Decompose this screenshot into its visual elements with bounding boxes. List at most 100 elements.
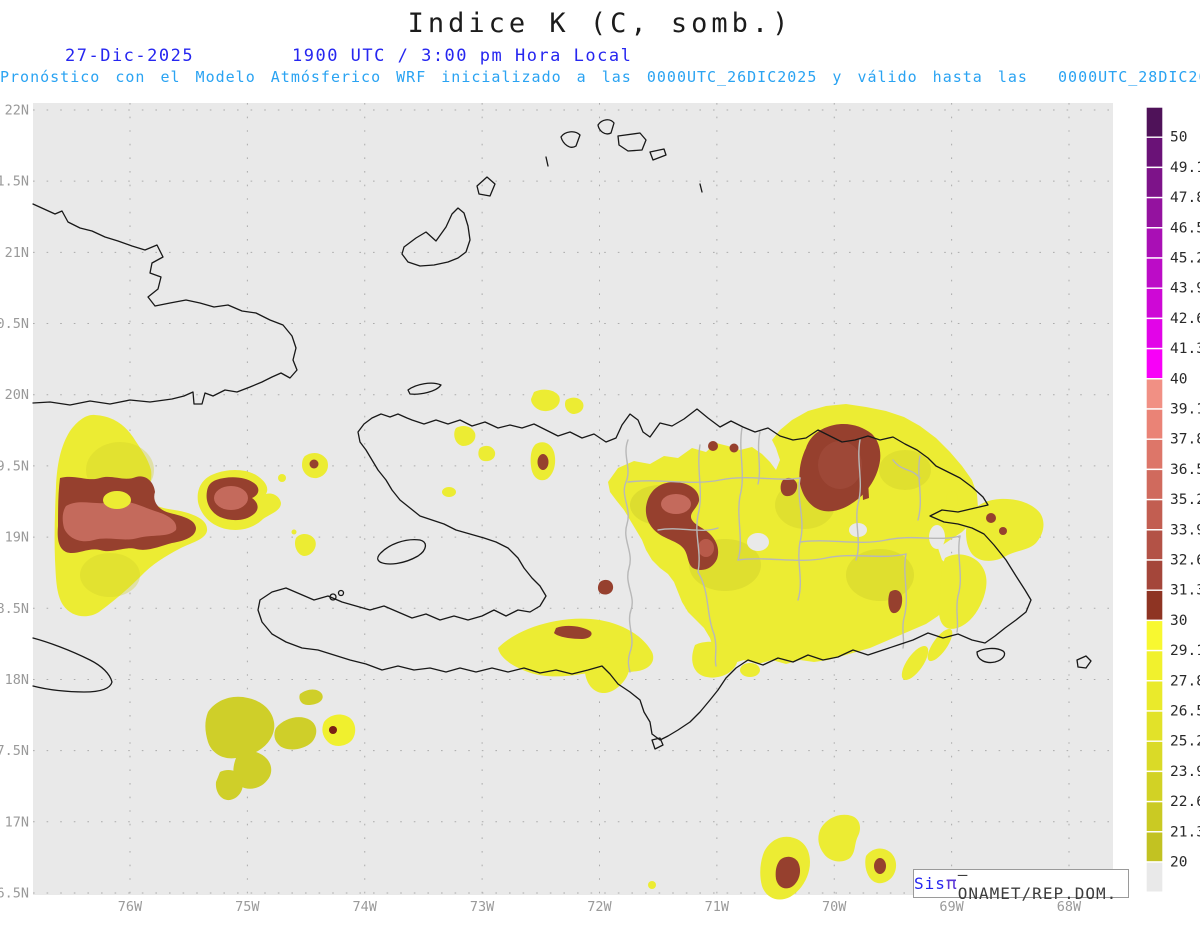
lat-tick-label: 7.5N [0, 743, 29, 759]
coastline-jamaica [32, 637, 113, 693]
contour-brown-dot [708, 441, 718, 451]
contour-olive-sw-tail [215, 770, 243, 801]
credit-sis: Sis [914, 874, 946, 893]
colorbar-cell [1145, 106, 1164, 138]
coastline-gonave [376, 538, 427, 565]
coastline-turks-4 [649, 148, 667, 161]
contour-salmon-central-2 [698, 539, 714, 557]
colorbar: 50 49.1 47.8 46.5 45.2 43.9 42.6 41.3 40 39.1 37.8… [1145, 106, 1200, 893]
colorbar-cell [1145, 589, 1164, 622]
contour-salmon-ne [818, 441, 862, 489]
colorbar-cell [1145, 831, 1164, 863]
colorbar-label: 32.6 [1170, 553, 1200, 569]
colorbar-label: 26.5 [1170, 704, 1200, 720]
lat-tick-label: 20N [5, 387, 29, 403]
coastline-mona [1076, 655, 1092, 669]
contour-yellow-claw [478, 445, 496, 462]
colorbar-cell [1145, 438, 1164, 471]
colorbar-cell [1145, 166, 1164, 199]
contour-brown-dot [999, 527, 1007, 535]
colorbar-label: 33.9 [1170, 522, 1200, 538]
colorbar-label: 42.6 [1170, 311, 1200, 327]
colorbar-label: 30 [1170, 613, 1187, 629]
colorbar-label: 46.5 [1170, 220, 1200, 236]
lat-tick-label: 18N [5, 672, 29, 688]
contour-yellow-claw [454, 425, 476, 446]
coastlines [32, 119, 1092, 750]
contour-brown-south-3 [874, 858, 886, 874]
colorbar-label: 43.9 [1170, 281, 1200, 297]
lat-tick-label: 0.5N [0, 316, 29, 332]
lat-tick-label: 8.5N [0, 601, 29, 617]
colorbar-label: 25.2 [1170, 734, 1200, 750]
contour-olive-sw-arc [299, 689, 323, 705]
contour-salmon-west [62, 501, 177, 542]
colorbar-label: 27.8 [1170, 673, 1200, 689]
credit-badge: Sis π – ONAMET/REP.DOM. [913, 865, 1129, 903]
colorbar-cell [1145, 227, 1164, 259]
coastline-turks-3 [617, 132, 647, 152]
lat-tick-label: 19N [5, 530, 29, 546]
coastline-little-inagua [476, 176, 496, 197]
colorbar-label: 21.3 [1170, 824, 1200, 840]
contour-yellow-dot [648, 881, 656, 889]
contour-salmon-central [661, 494, 691, 514]
contour-brown-dot [986, 513, 996, 523]
colorbar-label: 40 [1170, 371, 1187, 387]
contour-olive-sw-2 [274, 717, 317, 750]
colorbar-cell [1145, 196, 1164, 229]
lon-tick-label: 73W [470, 899, 495, 915]
colorbar-label: 39.1 [1170, 402, 1200, 418]
lat-tick-label: 21N [5, 245, 29, 261]
contour-yellow-spot [946, 491, 958, 509]
colorbar-cell [1145, 468, 1164, 501]
contour-darkred-sw-dot [329, 726, 337, 734]
coastline-beata [651, 737, 664, 750]
coastline-cay [699, 183, 703, 193]
contour-yellow-claw [442, 487, 456, 497]
colorbar-label: 29.1 [1170, 643, 1200, 659]
contour-brown-dot [729, 443, 739, 453]
contour-yellow-northcoast [531, 389, 560, 412]
lat-tick-label: 9.5N [0, 458, 29, 474]
contour-yellow-south-2 [818, 814, 860, 862]
lat-tick-label: 17N [5, 814, 29, 830]
coastline-saona [976, 647, 1006, 664]
colorbar-label: 45.2 [1170, 251, 1200, 267]
lat-tick-label: 6.5N [0, 885, 29, 901]
colorbar-cell [1145, 498, 1164, 531]
colorbar-cell [1145, 378, 1164, 410]
colorbar-label: 23.9 [1170, 764, 1200, 780]
credit-pi-icon: π [945, 873, 958, 894]
colorbar-cell [1145, 800, 1164, 833]
forecast-time: 1900 UTC / 3:00 pm Hora Local [292, 46, 633, 66]
colorbar-label: 37.8 [1170, 432, 1200, 448]
lon-tick-label: 69W [939, 899, 964, 915]
colorbar-label: 47.8 [1170, 190, 1200, 206]
coastline-cayemites [329, 593, 337, 601]
credit-onamet: – ONAMET/REP.DOM. [957, 864, 1118, 903]
contour-yellow-spot [740, 663, 760, 677]
lon-tick-label: 68W [1057, 899, 1082, 915]
contour-yellow-dot [278, 474, 286, 482]
lat-tick-label: 22N [5, 103, 29, 119]
axis-labels: 22N 1.5N 21N 0.5N 20N 9.5N 19N 8.5N 18N 7.5N 17N 6.… [0, 103, 1082, 916]
contour-yellow-northcoast [564, 397, 584, 414]
contour-brown-haiti-dot [537, 454, 549, 470]
colorbar-cell [1145, 559, 1164, 591]
contour-yellow-se-coast [938, 554, 987, 629]
contour-brown-sw-streak [554, 625, 592, 639]
contour-yellow-spot [294, 534, 316, 556]
colorbar-cell [1145, 770, 1164, 803]
colorbar-cell [1145, 257, 1164, 289]
colorbar-cell [1145, 680, 1164, 712]
contour-yellow-sw-bright [322, 714, 356, 746]
coastline-cay [545, 156, 549, 167]
colorbar-label: 22.6 [1170, 794, 1200, 810]
colorbar-label: 41.3 [1170, 341, 1200, 357]
colorbar-cell [1145, 649, 1164, 682]
contour-brown-border-s [597, 579, 614, 595]
border-haiti-dr [623, 439, 633, 673]
